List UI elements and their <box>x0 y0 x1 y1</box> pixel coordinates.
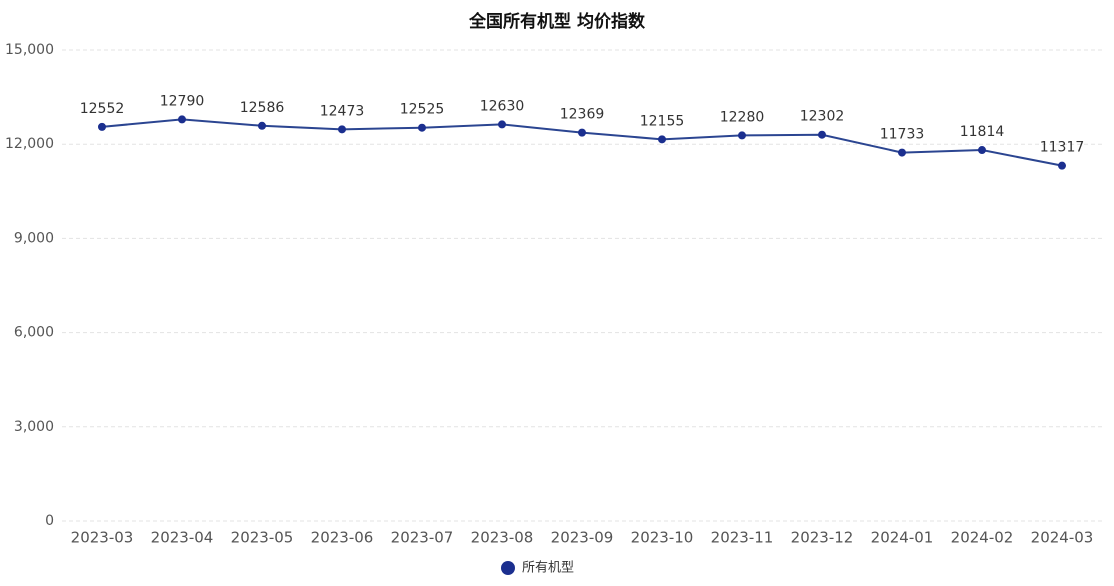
x-tick-label: 2024-02 <box>951 529 1014 547</box>
point <box>1058 161 1066 170</box>
x-tick-label: 2024-03 <box>1031 529 1094 547</box>
data-label: 12790 <box>160 93 205 109</box>
x-tick-label: 2023-10 <box>631 529 694 547</box>
point <box>338 125 346 134</box>
point <box>418 123 426 132</box>
point <box>98 122 106 131</box>
x-tick-label: 2023-06 <box>311 529 374 547</box>
data-label: 12155 <box>640 113 685 129</box>
data-label: 12369 <box>560 107 605 123</box>
data-label: 12586 <box>240 100 285 116</box>
point <box>178 115 186 124</box>
y-tick-label: 12,000 <box>5 136 54 152</box>
y-tick-label: 3,000 <box>14 419 54 435</box>
y-tick-label: 6,000 <box>14 325 54 341</box>
x-tick-label: 2024-01 <box>871 529 934 547</box>
y-tick-label: 0 <box>45 513 54 529</box>
point <box>898 148 906 157</box>
chart-title: 全国所有机型 均价指数 <box>468 11 646 32</box>
legend-label: 所有机型 <box>522 561 574 576</box>
x-tick-label: 2023-05 <box>231 529 294 547</box>
data-label: 11317 <box>1040 140 1085 156</box>
data-label: 11814 <box>960 124 1005 140</box>
data-label: 12630 <box>480 98 525 114</box>
x-tick-label: 2023-09 <box>551 529 614 547</box>
data-label: 12280 <box>720 109 765 125</box>
data-label: 11733 <box>880 127 925 143</box>
x-tick-label: 2023-12 <box>791 529 854 547</box>
y-tick-label: 15,000 <box>5 42 54 58</box>
data-label: 12302 <box>800 109 845 125</box>
point <box>498 120 506 129</box>
x-tick-label: 2023-04 <box>151 529 214 547</box>
point <box>258 121 266 130</box>
point <box>738 131 746 140</box>
point <box>578 128 586 137</box>
data-label: 12552 <box>80 101 125 117</box>
x-tick-label: 2023-03 <box>71 529 134 547</box>
y-tick-label: 9,000 <box>14 230 54 246</box>
point <box>978 146 986 155</box>
data-label: 12473 <box>320 103 365 119</box>
x-tick-label: 2023-08 <box>471 529 534 547</box>
data-label: 12525 <box>400 102 445 118</box>
point <box>818 130 826 139</box>
x-tick-label: 2023-07 <box>391 529 454 547</box>
x-tick-label: 2023-11 <box>711 529 774 547</box>
legend-marker <box>501 561 515 575</box>
point <box>658 135 666 144</box>
